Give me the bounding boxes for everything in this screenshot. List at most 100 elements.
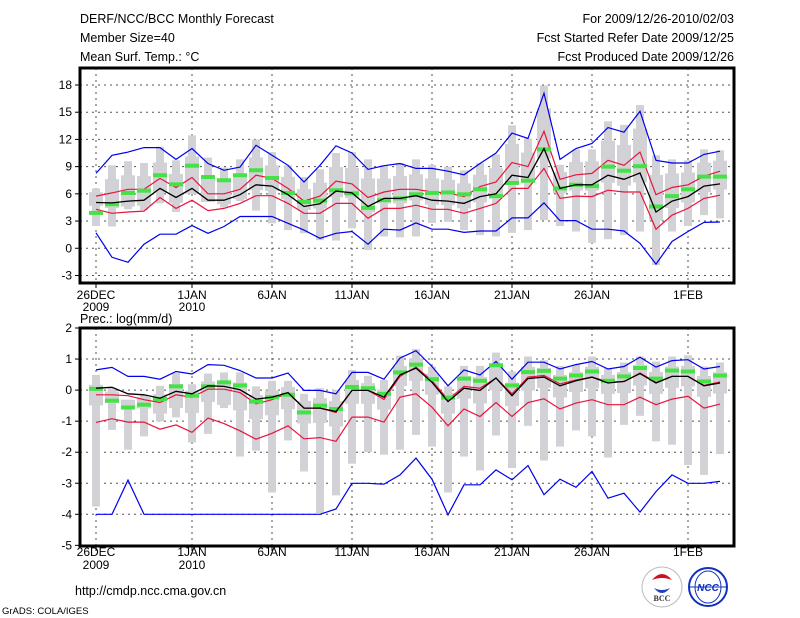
median-marker (633, 164, 647, 169)
median-marker (425, 377, 439, 382)
median-marker (249, 168, 263, 173)
ensemble-quartile-box (601, 140, 615, 183)
median-marker (89, 210, 103, 215)
ensemble-mean-line (95, 367, 721, 413)
ensemble-quartile-box (601, 374, 615, 394)
ensemble-range-bar (476, 365, 484, 471)
ensemble-range-bar (396, 355, 404, 450)
ensemble-range-bar (332, 389, 340, 496)
ensemble-range-bar (284, 380, 292, 441)
median-marker (345, 384, 359, 389)
source-url[interactable]: http://cmdp.ncc.cma.gov.cn (75, 584, 226, 598)
x-tick-label: 11JAN (334, 545, 369, 559)
ensemble-quartile-box (457, 376, 471, 399)
ensemble-quartile-box (537, 108, 551, 159)
y-tick-label: 15 (59, 105, 73, 119)
ensemble-range-bar (508, 371, 516, 469)
max-line (95, 91, 721, 183)
ensemble-quartile-box (345, 167, 359, 199)
median-marker (361, 205, 375, 210)
bcc-logo: BCC (641, 566, 683, 608)
x-tick-label: 26DEC (77, 288, 116, 302)
median-marker (521, 370, 535, 375)
median-marker (233, 173, 247, 178)
median-marker (313, 198, 327, 203)
ensemble-range-bar (92, 374, 100, 507)
x-tick-label: 1JAN (177, 545, 206, 559)
median-marker (473, 187, 487, 192)
median-marker (697, 174, 711, 179)
median-marker (569, 373, 583, 378)
ensemble-range-bar (268, 380, 276, 493)
median-marker (697, 379, 711, 384)
ensemble-range-bar (604, 368, 612, 458)
ensemble-range-bar (716, 362, 724, 455)
grads-credit: GrADS: COLA/IGES (2, 606, 89, 617)
ensemble-quartile-box (121, 175, 135, 207)
median-marker (185, 163, 199, 168)
median-marker (265, 175, 279, 180)
median-marker (393, 370, 407, 375)
median-marker (329, 188, 343, 193)
ensemble-range-bar (684, 355, 692, 465)
ensemble-range-bar (140, 394, 148, 437)
ensemble-range-bar (620, 362, 628, 425)
y-tick-label: 6 (65, 187, 72, 201)
ncc-logo-text: NCC (697, 583, 719, 594)
median-marker (121, 405, 135, 410)
x-tick-label: 21JAN (494, 288, 530, 302)
ensemble-range-bar (700, 366, 708, 475)
ensemble-quartile-box (201, 175, 215, 203)
y-tick-label: -3 (61, 268, 72, 282)
median-marker (313, 403, 327, 408)
median-marker (441, 395, 455, 400)
x-tick-label: 1FEB (673, 288, 703, 302)
y-tick-label: 18 (59, 78, 73, 92)
median-marker (473, 378, 487, 383)
ensemble-range-bar (572, 364, 580, 431)
min-line (96, 457, 721, 517)
ensemble-range-bar (652, 361, 660, 442)
x-tick-year-label: 2010 (179, 300, 206, 314)
y-tick-label: 3 (65, 214, 72, 228)
ensemble-quartile-box (377, 178, 391, 204)
median-marker (233, 383, 247, 388)
ensemble-range-bar (188, 384, 196, 443)
ensemble-range-bar (556, 365, 564, 447)
ensemble-quartile-box (249, 157, 263, 191)
median-marker (153, 397, 167, 402)
bcc-logo-text: BCC (654, 594, 671, 603)
median-marker (521, 178, 535, 183)
median-marker (681, 187, 695, 192)
y-tick-label: 12 (59, 132, 73, 146)
ensemble-range-bar (636, 356, 644, 416)
median-marker (217, 178, 231, 183)
median-marker (377, 198, 391, 203)
median-marker (713, 373, 727, 378)
median-marker (457, 376, 471, 381)
y-tick-label: -4 (61, 507, 72, 521)
median-marker (553, 376, 567, 381)
x-tick-label: 6JAN (257, 545, 286, 559)
median-marker (585, 369, 599, 374)
ensemble-range-bar (380, 379, 388, 455)
min-line (95, 202, 721, 266)
max-line (95, 349, 721, 395)
median-marker (329, 407, 343, 412)
figure-title: DERF/NCC/BCC Monthly Forecast (80, 12, 274, 26)
ensemble-quartile-box (713, 372, 727, 394)
median-marker (137, 188, 151, 193)
ensemble-quartile-box (217, 380, 231, 406)
median-marker (281, 190, 295, 195)
x-tick-label: 11JAN (334, 288, 369, 302)
ensemble-quartile-box (489, 168, 503, 199)
ensemble-range-bar (236, 372, 244, 457)
precip-chart-title: Prec.: log(mm/d) (80, 312, 172, 326)
ensemble-range-bar (92, 188, 100, 227)
ensemble-range-bar (364, 375, 372, 453)
median-marker (425, 190, 439, 195)
lower-spread-line (95, 393, 721, 442)
